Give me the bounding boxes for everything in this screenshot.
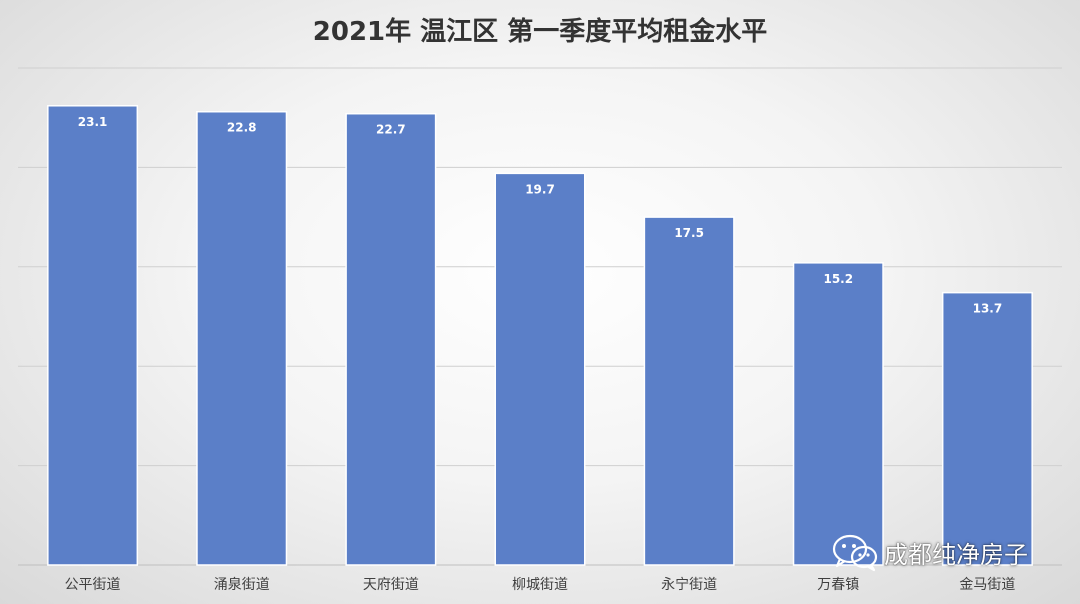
bar-5 — [643, 216, 735, 566]
bar-3 — [345, 112, 437, 566]
data-label: 19.7 — [525, 182, 555, 196]
chart-title: 2021年 温江区 第一季度平均租金水平 — [313, 16, 767, 47]
data-label: 15.2 — [823, 272, 853, 286]
bars — [47, 105, 1033, 566]
bar-6 — [792, 262, 884, 566]
x-tick-label: 柳城街道 — [512, 576, 568, 593]
x-tick-label: 万春镇 — [817, 577, 859, 593]
bar-2 — [196, 110, 288, 566]
wechat-icon — [832, 534, 878, 572]
watermark: 成都纯净房子 — [832, 532, 1028, 572]
data-label: 13.7 — [973, 302, 1003, 316]
x-tick-labels: 公平街道 涌泉街道 天府街道 柳城街道 永宁街道 万春镇 金马街道 — [65, 576, 1016, 593]
data-label: 23.1 — [78, 115, 108, 129]
bar-7 — [941, 291, 1033, 566]
data-label: 22.7 — [376, 123, 406, 137]
x-tick-label: 金马街道 — [959, 577, 1015, 593]
data-labels: 23.1 22.8 22.7 19.7 17.5 15.2 13.7 — [78, 115, 1002, 316]
data-label: 22.8 — [227, 121, 257, 135]
x-tick-label: 涌泉街道 — [214, 576, 270, 593]
watermark-text: 成都纯净房子 — [884, 540, 1028, 569]
bar-1 — [47, 105, 139, 566]
x-tick-label: 公平街道 — [65, 577, 121, 593]
bar-4 — [494, 172, 586, 566]
x-tick-label: 天府街道 — [363, 577, 419, 593]
data-label: 17.5 — [674, 226, 704, 240]
x-tick-label: 永宁街道 — [661, 576, 717, 593]
